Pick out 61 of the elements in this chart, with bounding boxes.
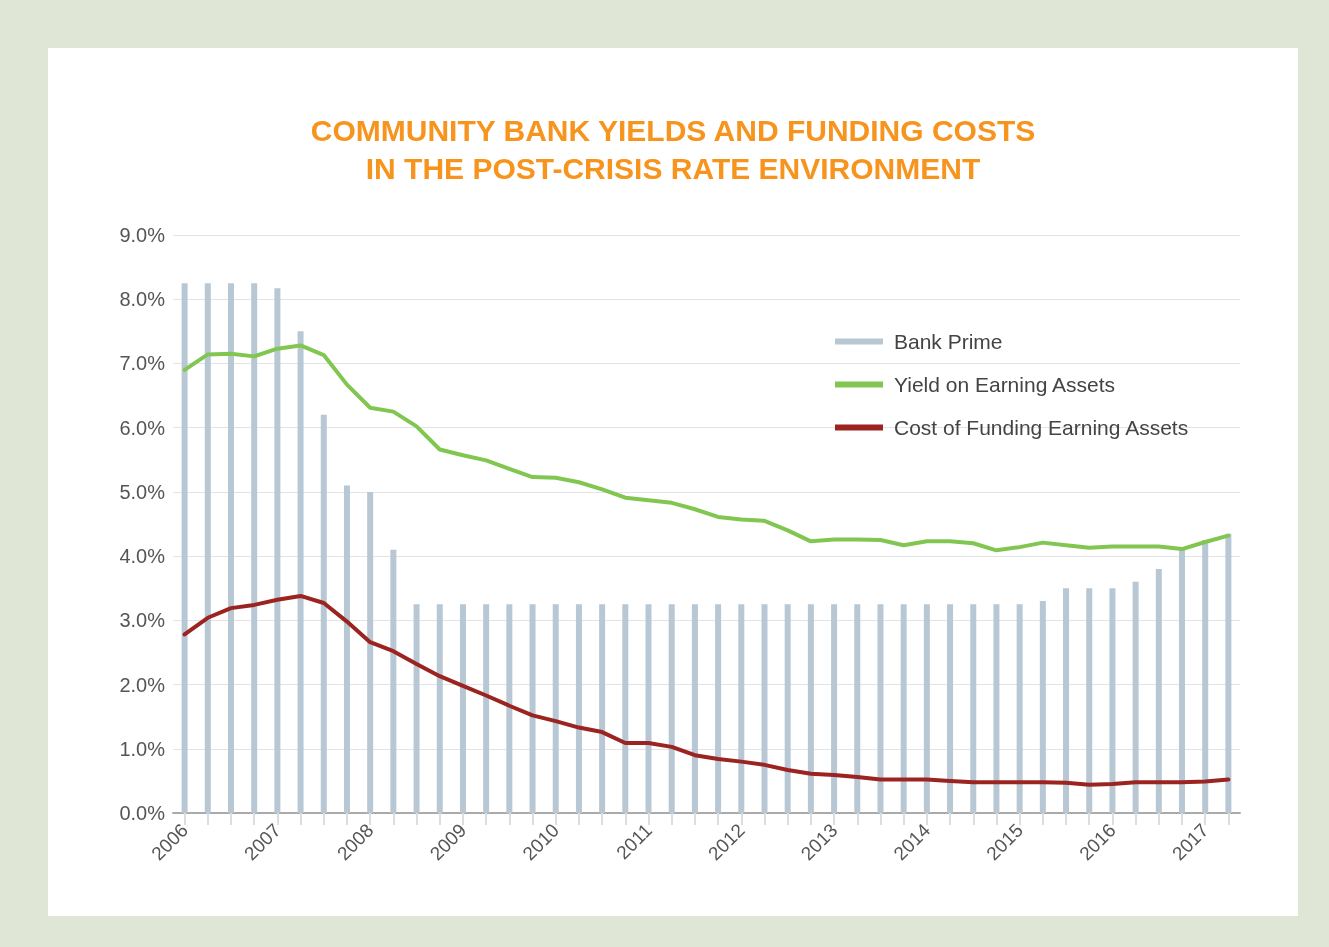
bar [274,288,281,813]
bar [784,604,791,813]
bar [1202,540,1209,813]
y-tick-label: 9.0% [119,224,166,246]
bar [738,604,745,813]
bar [691,604,698,813]
bar [877,604,884,813]
bar [1086,588,1093,813]
bar [436,604,443,813]
bar [320,414,327,813]
bar [1155,568,1162,813]
bar [251,283,258,813]
bar [668,604,675,813]
bar [993,604,1000,813]
bar [575,604,582,813]
y-tick-label: 5.0% [119,480,166,503]
line-series [182,593,1231,787]
bar [1225,533,1232,813]
bar [1132,581,1139,813]
bar [367,491,374,813]
bar [413,604,420,813]
y-tick-label: 0.0% [119,802,166,824]
bar [761,604,768,813]
y-tick-label: 3.0% [119,609,166,632]
y-tick-label: 1.0% [119,737,166,760]
legend-label: Cost of Funding Earning Assets [894,416,1189,439]
legend-label: Yield on Earning Assets [894,373,1116,396]
bar [506,604,513,813]
y-tick-label: 8.0% [119,288,166,311]
bar [483,604,490,813]
bar [181,283,188,813]
bar [1063,588,1070,813]
bar [529,604,536,813]
y-tick-label: 2.0% [119,673,166,696]
y-tick-label: 6.0% [119,416,166,439]
chart-title: COMMUNITY BANK YIELDS AND FUNDING COSTS IN THE POST-CRISIS RATE ENVIRONMENT [310,113,1036,185]
bar [1109,588,1116,813]
y-tick-label: 4.0% [119,545,166,568]
bar [599,604,606,813]
bar [645,604,652,813]
bar [900,604,907,813]
bar [227,283,234,813]
bar [715,604,722,813]
bar [459,604,466,813]
bar [947,604,954,813]
bar [831,604,838,813]
bar [1179,549,1186,813]
y-tick-label: 7.0% [119,352,166,375]
bar [807,604,814,813]
legend-label: Bank Prime [894,330,1003,353]
bar [854,604,861,813]
bar [297,331,304,813]
bar [970,604,977,813]
bar [923,604,930,813]
bar [1016,604,1023,813]
bar [622,604,629,813]
bar [390,549,397,813]
bar [1039,601,1046,813]
bar [343,485,350,813]
bar [552,604,559,813]
bar [204,283,211,813]
